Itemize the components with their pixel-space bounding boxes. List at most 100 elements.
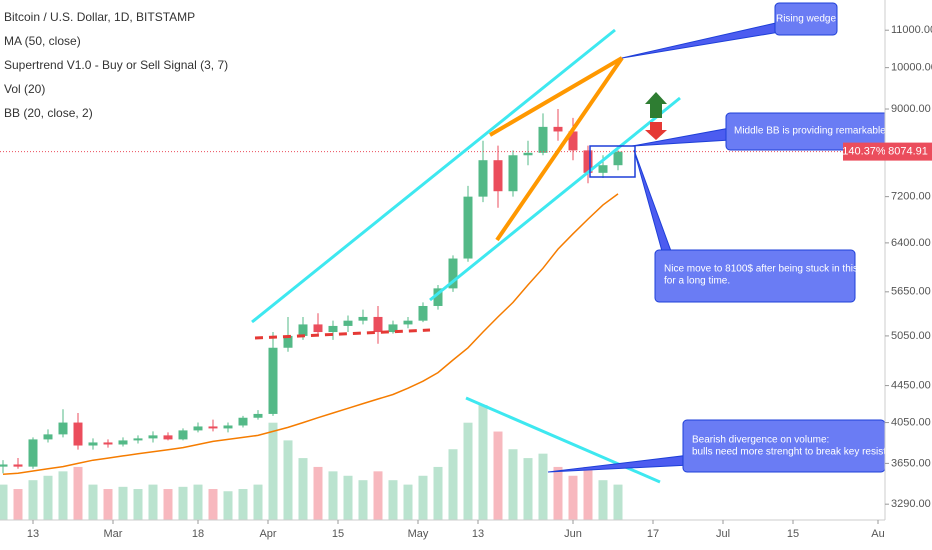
candle-body xyxy=(208,426,218,429)
legend-entry: Supertrend V1.0 - Buy or Sell Signal (3,… xyxy=(4,58,228,72)
volume-bar xyxy=(613,484,623,520)
volume-bar xyxy=(583,466,593,520)
candle-body xyxy=(328,325,338,333)
candle-body xyxy=(538,126,548,153)
volume-bar xyxy=(508,449,518,520)
candle-body xyxy=(373,316,383,333)
callout-box xyxy=(654,249,856,303)
volume-bar xyxy=(238,489,248,520)
x-axis-panel xyxy=(0,520,885,550)
legend-entry: MA (50, close) xyxy=(4,34,81,48)
price-badge xyxy=(885,142,932,161)
volume-bar xyxy=(223,491,233,520)
change-label: 140.37% xyxy=(842,146,886,158)
candle-body xyxy=(613,151,623,166)
volume-bar xyxy=(193,484,203,520)
x-tick-label: 15 xyxy=(332,528,344,540)
candle-body xyxy=(28,439,38,467)
callouts: Rising wedge Middle BB is providing rema… xyxy=(547,2,918,473)
candle-body xyxy=(238,417,248,426)
volume-bar xyxy=(418,475,428,520)
y-tick-label: 11000.00 xyxy=(891,24,932,36)
x-tick-label: Au xyxy=(871,528,884,540)
candle-body xyxy=(268,347,278,414)
y-axis-panel xyxy=(885,0,932,550)
candle-body xyxy=(358,316,368,321)
volume-bar xyxy=(388,480,398,520)
x-tick-label: 15 xyxy=(787,528,799,540)
candle-body xyxy=(283,335,293,348)
x-tick-label: Apr xyxy=(259,528,276,540)
volume-bar xyxy=(0,484,8,520)
volume-bar xyxy=(28,480,38,520)
trend-line xyxy=(429,96,681,302)
candle-body xyxy=(583,150,593,173)
ma-line xyxy=(2,193,619,476)
candle-body xyxy=(58,422,68,435)
legend-entry: Vol (20) xyxy=(4,82,45,96)
y-tick-label: 3290.00 xyxy=(891,498,931,510)
candle-body xyxy=(178,430,188,440)
volume-bar xyxy=(433,466,443,520)
volume-bar xyxy=(268,422,278,520)
x-tick-label: 13 xyxy=(27,528,39,540)
wedge-line xyxy=(488,56,624,137)
annotation: Nice move to 8100$ after being stuck in … xyxy=(664,264,877,275)
volume-bar xyxy=(448,449,458,520)
legend-entry: BB (20, close, 2) xyxy=(4,106,93,120)
candle-body xyxy=(0,464,8,467)
volume-bar xyxy=(343,475,353,520)
x-tick-label: 13 xyxy=(472,528,484,540)
y-tick-label: 4450.00 xyxy=(891,379,931,391)
annotation: Middle BB is providing remarkable resist… xyxy=(734,126,918,137)
y-tick-label: 3650.00 xyxy=(891,457,931,469)
volume-bar xyxy=(88,484,98,520)
support-line xyxy=(254,328,431,340)
volume-bar xyxy=(463,422,473,520)
candle-body xyxy=(223,425,233,429)
volume-bar xyxy=(598,480,608,520)
x-tick-label: May xyxy=(408,528,429,540)
volume-bar xyxy=(373,471,383,520)
candle-body xyxy=(463,196,473,259)
candle-body xyxy=(118,440,128,445)
x-tick-label: Mar xyxy=(104,528,123,540)
last-price-label: 8074.91 xyxy=(888,146,928,158)
candle-body xyxy=(493,160,503,192)
volume-bar xyxy=(358,480,368,520)
y-tick-label: 9000.00 xyxy=(891,103,931,115)
candle-body xyxy=(388,324,398,333)
volume-bar xyxy=(253,484,263,520)
callout-box xyxy=(774,2,838,36)
candle-body xyxy=(433,288,443,306)
volume-bar xyxy=(148,484,158,520)
wedge-line xyxy=(495,56,624,242)
candle-body xyxy=(418,305,428,321)
consolidation-box xyxy=(589,145,636,178)
candle-body xyxy=(343,320,353,326)
volume-bar xyxy=(178,486,188,520)
candle-body xyxy=(133,438,143,441)
volume-bar xyxy=(328,471,338,520)
change-badge xyxy=(843,142,885,161)
candle-body xyxy=(598,165,608,173)
volume-bar xyxy=(283,440,293,520)
volume-bar xyxy=(118,486,128,520)
volume-bar xyxy=(538,453,548,520)
volume-bar xyxy=(208,489,218,520)
candle-body xyxy=(298,324,308,336)
candle-body xyxy=(13,464,23,467)
candle-body xyxy=(73,422,83,446)
annotation: Bearish divergence on volume: xyxy=(692,435,829,446)
volume-bar xyxy=(568,475,578,520)
candle-body xyxy=(403,320,413,325)
legend-title: Bitcoin / U.S. Dollar, 1D, BITSTAMP xyxy=(4,10,195,24)
candle-body xyxy=(88,442,98,446)
volume-bar xyxy=(103,489,113,520)
volume-bar xyxy=(523,458,533,520)
candle-body xyxy=(43,434,53,440)
candle-body xyxy=(193,426,203,431)
y-tick-label: 5650.00 xyxy=(891,286,931,298)
